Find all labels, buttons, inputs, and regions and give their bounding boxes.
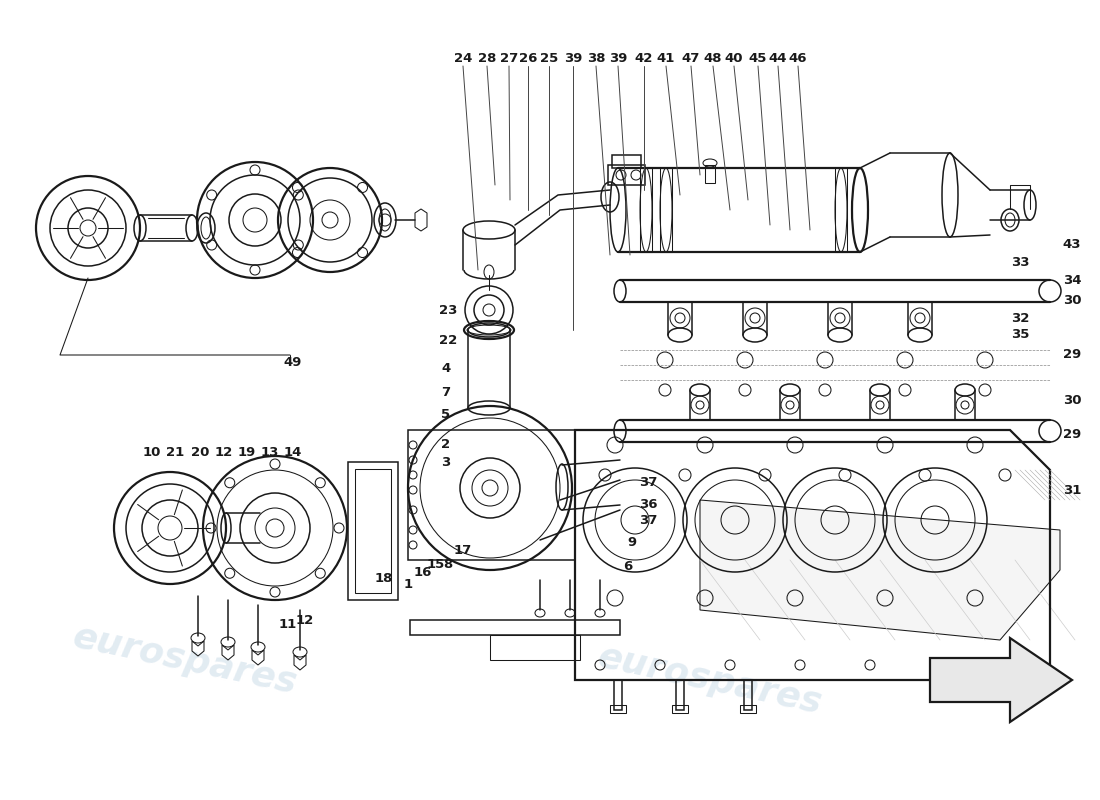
Text: 13: 13: [261, 446, 279, 458]
Text: 48: 48: [704, 51, 723, 65]
Text: 32: 32: [1011, 311, 1030, 325]
Text: 7: 7: [441, 386, 451, 398]
Text: 8: 8: [443, 558, 452, 571]
Text: 34: 34: [1063, 274, 1081, 286]
Text: 2: 2: [441, 438, 451, 451]
Text: 24: 24: [454, 51, 472, 65]
Text: 30: 30: [1063, 394, 1081, 406]
Text: 29: 29: [1063, 429, 1081, 442]
Text: 39: 39: [564, 51, 582, 65]
Text: eurospares: eurospares: [69, 620, 300, 700]
Bar: [614, 680, 622, 710]
Text: 40: 40: [725, 51, 744, 65]
Text: 30: 30: [1063, 294, 1081, 306]
Text: 9: 9: [627, 537, 637, 550]
Bar: [705, 165, 715, 183]
Text: 17: 17: [454, 543, 472, 557]
Text: 45: 45: [749, 51, 767, 65]
Text: 16: 16: [414, 566, 432, 578]
Text: 42: 42: [635, 51, 653, 65]
Bar: [610, 705, 626, 713]
Text: 49: 49: [284, 355, 302, 369]
Text: 14: 14: [284, 446, 302, 458]
Polygon shape: [930, 638, 1072, 722]
Text: 28: 28: [477, 51, 496, 65]
Text: 10: 10: [143, 446, 162, 458]
Text: 15: 15: [427, 558, 446, 571]
Bar: [640, 168, 652, 252]
Text: 6: 6: [624, 559, 632, 573]
Text: 26: 26: [519, 51, 537, 65]
Text: eurospares: eurospares: [595, 640, 825, 720]
Text: 46: 46: [789, 51, 807, 65]
Text: 4: 4: [441, 362, 451, 374]
Text: 1: 1: [404, 578, 412, 590]
Text: 12: 12: [214, 446, 233, 458]
Text: 47: 47: [682, 51, 701, 65]
Bar: [672, 705, 688, 713]
Text: 27: 27: [499, 51, 518, 65]
Bar: [660, 168, 672, 252]
Text: 35: 35: [1011, 329, 1030, 342]
Text: 20: 20: [190, 446, 209, 458]
Text: 21: 21: [166, 446, 184, 458]
Bar: [676, 680, 684, 710]
Text: 39: 39: [608, 51, 627, 65]
Text: 38: 38: [586, 51, 605, 65]
Text: 11: 11: [279, 618, 297, 631]
Text: 31: 31: [1063, 483, 1081, 497]
Text: 36: 36: [639, 498, 658, 511]
Text: 19: 19: [238, 446, 256, 458]
Text: 37: 37: [639, 514, 657, 526]
Bar: [744, 680, 752, 710]
Text: 18: 18: [375, 571, 393, 585]
Text: 23: 23: [439, 303, 458, 317]
Text: 29: 29: [1063, 349, 1081, 362]
Text: 12: 12: [296, 614, 315, 626]
Text: 22: 22: [439, 334, 458, 346]
Text: 33: 33: [1011, 255, 1030, 269]
Text: 3: 3: [441, 455, 451, 469]
Text: 41: 41: [657, 51, 675, 65]
Polygon shape: [700, 500, 1060, 640]
Text: 37: 37: [639, 475, 657, 489]
Text: 44: 44: [769, 51, 788, 65]
Text: 43: 43: [1063, 238, 1081, 251]
Bar: [835, 168, 847, 252]
Text: 25: 25: [540, 51, 558, 65]
Text: 5: 5: [441, 409, 451, 422]
Bar: [740, 705, 756, 713]
